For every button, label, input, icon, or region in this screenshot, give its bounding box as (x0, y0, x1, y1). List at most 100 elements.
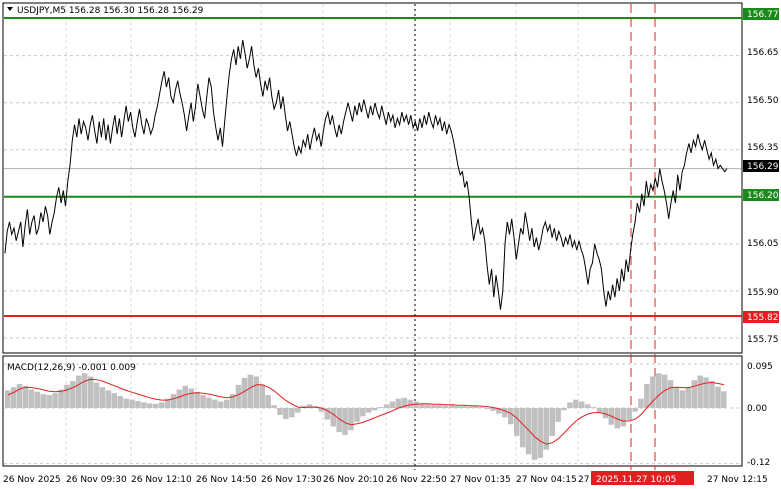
macd-bar (656, 373, 662, 408)
macd-bar (389, 401, 396, 408)
macd-bar (283, 408, 289, 420)
macd-bar (626, 408, 632, 420)
macd-series (5, 373, 727, 460)
macd-bar (543, 408, 549, 450)
macd-signal-line (7, 378, 725, 445)
macd-bar (644, 383, 650, 408)
time-label: 27 Nov 04:15 (516, 475, 577, 485)
macd-bar (371, 408, 378, 411)
macd-bar (567, 402, 573, 408)
time-label: 27 Nov 01:35 (450, 475, 511, 485)
macd-bar (460, 406, 467, 408)
macd-bar (632, 408, 638, 412)
macd-bar (16, 383, 23, 408)
macd-bar (259, 384, 265, 408)
macd-bar (407, 399, 413, 408)
macd-bar (206, 397, 212, 408)
macd-bar (673, 387, 680, 408)
time-label: 26 Nov 22:50 (386, 475, 447, 485)
macd-bar (638, 398, 644, 408)
macd-bar (87, 376, 94, 408)
macd-bar (324, 408, 331, 420)
macd-bar (129, 399, 135, 408)
macd-bar (105, 390, 112, 408)
macd-bar (620, 408, 626, 427)
macd-bar (64, 384, 70, 408)
macd-bar (336, 408, 342, 433)
macd-bar (253, 376, 260, 408)
time-label: 26 Nov 20:10 (323, 475, 384, 485)
macd-label: 0.00 (747, 404, 767, 414)
macd-bar (585, 404, 591, 408)
time-label-last: 27 Nov 12:15 (707, 475, 768, 485)
macd-bar (170, 394, 177, 408)
macd-bar (70, 381, 76, 408)
macd-bar (40, 394, 46, 408)
macd-axis: 0.095 0.00 -0.12 (747, 362, 773, 468)
macd-bar (330, 408, 336, 427)
macd-bar (703, 377, 709, 408)
macd-bar (697, 375, 703, 408)
macd-bar (76, 375, 82, 408)
macd-bar (318, 408, 325, 412)
macd-bar (46, 395, 52, 408)
macd-bar (573, 399, 579, 408)
macd-bar (241, 377, 248, 408)
macd-bar (164, 398, 171, 408)
macd-bar (472, 406, 478, 408)
macd-bar (549, 408, 555, 436)
macd-bar (52, 393, 58, 408)
macd-bar (514, 408, 520, 436)
vertical-markers (414, 4, 656, 470)
macd-bar (28, 389, 35, 408)
macd-bar (661, 374, 668, 408)
price-axis: 156.65 156.50 156.35 156.05 155.90 155.7… (747, 48, 779, 345)
macd-bar (141, 402, 147, 408)
macd-bar (715, 386, 721, 408)
macd-bar (81, 373, 88, 408)
macd-bar (531, 408, 538, 460)
macd-bar (525, 408, 532, 455)
chart-grid (4, 4, 741, 465)
price-line (4, 39, 728, 310)
resistance-tag-label: 156.77 (747, 10, 779, 20)
macd-bar (300, 405, 307, 408)
macd-bar (721, 391, 727, 408)
macd-bar (490, 408, 496, 411)
macd-bar (519, 408, 526, 448)
macd-bar (667, 380, 674, 408)
macd-bar (306, 404, 313, 408)
macd-bar (289, 408, 295, 418)
level-lines (4, 17, 742, 317)
macd-bar (466, 406, 473, 408)
macd-bar (579, 401, 585, 408)
macd-bar (437, 405, 443, 408)
main-panel (2, 2, 743, 354)
macd-label: -0.12 (747, 458, 770, 468)
macd-bar (555, 408, 561, 422)
macd-bar (153, 403, 159, 408)
macd-bar (691, 380, 697, 408)
current-price-label: 156.29 (747, 162, 779, 172)
macd-bar (366, 408, 372, 413)
resistance-tag (743, 8, 779, 20)
triangle-down-icon[interactable] (7, 7, 13, 11)
macd-bar (484, 408, 490, 409)
macd-bar (496, 408, 502, 414)
macd-bar (200, 395, 206, 408)
macd-bar (277, 408, 283, 415)
macd-bar (93, 382, 100, 408)
macd-bar (377, 407, 384, 408)
macd-bar (348, 408, 354, 431)
lower-level-label: 155.82 (747, 313, 779, 323)
price-label: 156.35 (747, 143, 779, 153)
macd-bar (383, 404, 390, 408)
macd-bar (58, 389, 64, 408)
price-label: 155.75 (747, 335, 779, 345)
time-label: 26 Nov 14:50 (196, 475, 257, 485)
macd-bar (295, 408, 301, 413)
price-label: 155.90 (747, 288, 779, 298)
macd-bar (561, 408, 567, 411)
